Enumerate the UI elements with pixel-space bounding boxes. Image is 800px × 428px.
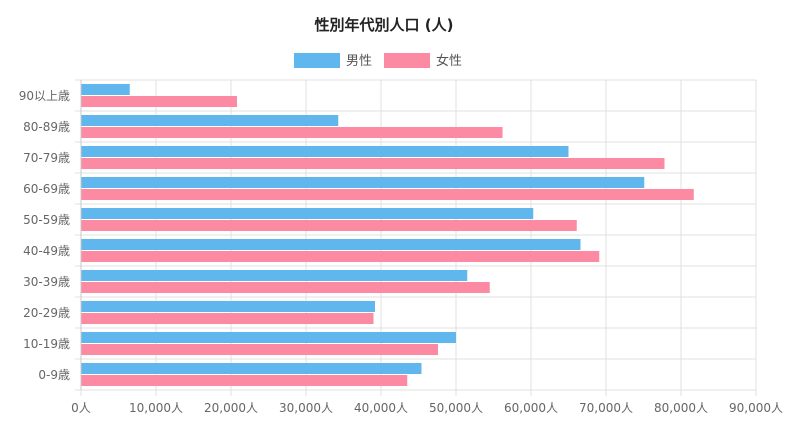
chart-title: 性別年代別人口 (人) — [315, 16, 454, 34]
bar-female[interactable] — [81, 313, 374, 324]
bar-female[interactable] — [81, 189, 694, 200]
legend-swatch-male — [294, 53, 340, 68]
y-axis: 90以上歳 80-89歳 70-79歳 60-69歳 50-59歳 40-49歳 30-39… — [19, 80, 82, 390]
x-tick-label: 40,000人 — [354, 401, 408, 415]
y-tick-label: 20-29歳 — [23, 306, 70, 320]
bar-female[interactable] — [81, 282, 490, 293]
x-tick-label: 90,000人 — [729, 401, 783, 415]
bar-male[interactable] — [81, 146, 569, 157]
x-tick-label: 10,000人 — [129, 401, 183, 415]
y-tick-label: 80-89歳 — [23, 120, 70, 134]
x-axis: 0人 10,000人 20,000人 30,000人 40,000人 50,000人 60,… — [71, 401, 783, 415]
legend-label-female: 女性 — [436, 53, 462, 69]
bar-male[interactable] — [81, 270, 468, 281]
bar-female[interactable] — [81, 158, 665, 169]
y-tick-label: 10-19歳 — [23, 337, 70, 351]
bar-male[interactable] — [81, 115, 339, 126]
x-tick-label: 20,000人 — [204, 401, 258, 415]
x-tick-label: 50,000人 — [429, 401, 483, 415]
x-tick-label: 0人 — [71, 401, 91, 415]
legend: 男性 女性 — [294, 53, 462, 69]
bar-female[interactable] — [81, 375, 408, 386]
bar-female[interactable] — [81, 96, 237, 107]
y-tick-label: 90以上歳 — [19, 89, 70, 103]
y-tick-label: 50-59歳 — [23, 213, 70, 227]
bar-male[interactable] — [81, 177, 645, 188]
bar-male[interactable] — [81, 363, 422, 374]
y-tick-label: 40-49歳 — [23, 244, 70, 258]
legend-item-male[interactable]: 男性 — [294, 53, 372, 69]
legend-swatch-female — [384, 53, 430, 68]
x-tick-label: 70,000人 — [579, 401, 633, 415]
bar-male[interactable] — [81, 84, 130, 95]
bar-female[interactable] — [81, 220, 577, 231]
bar-male[interactable] — [81, 332, 456, 343]
bar-female[interactable] — [81, 344, 438, 355]
x-tick-label: 30,000人 — [279, 401, 333, 415]
x-tick-label: 60,000人 — [504, 401, 558, 415]
bar-female[interactable] — [81, 251, 600, 262]
legend-label-male: 男性 — [346, 54, 372, 69]
legend-item-female[interactable]: 女性 — [384, 53, 462, 69]
y-tick-label: 70-79歳 — [23, 151, 70, 165]
y-tick-label: 60-69歳 — [23, 182, 70, 196]
bars — [81, 84, 694, 386]
bar-male[interactable] — [81, 239, 581, 250]
y-tick-label: 0-9歳 — [38, 368, 70, 382]
y-tick-label: 30-39歳 — [23, 275, 70, 289]
bar-male[interactable] — [81, 301, 375, 312]
x-tick-label: 80,000人 — [654, 401, 708, 415]
bar-female[interactable] — [81, 127, 503, 138]
bar-male[interactable] — [81, 208, 534, 219]
